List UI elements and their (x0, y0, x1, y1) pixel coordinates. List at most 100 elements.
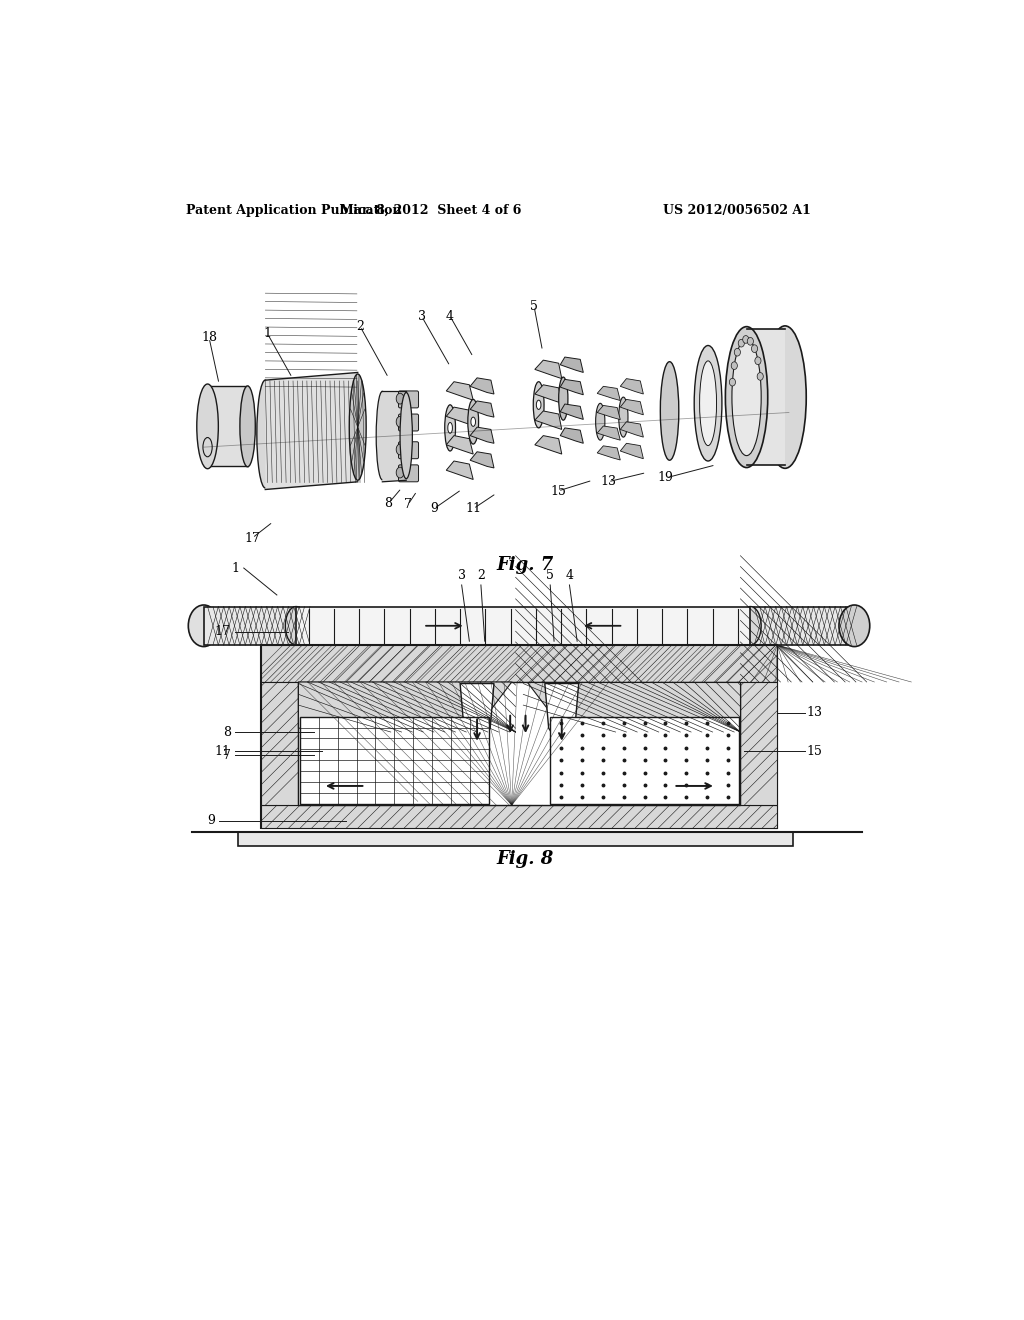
Bar (298, 682, 740, 805)
Text: 11: 11 (465, 502, 481, 515)
Text: 5: 5 (546, 569, 554, 582)
Polygon shape (446, 407, 473, 425)
Text: 7: 7 (403, 499, 412, 511)
Polygon shape (560, 358, 584, 372)
Bar (239, 832, 793, 846)
Ellipse shape (559, 378, 568, 420)
Text: 1: 1 (231, 561, 240, 574)
Ellipse shape (240, 385, 255, 467)
Bar (261, 645, 777, 829)
Text: Patent Application Publication: Patent Application Publication (186, 205, 401, 218)
Polygon shape (470, 378, 494, 395)
Polygon shape (621, 444, 643, 459)
Ellipse shape (188, 605, 219, 647)
Polygon shape (460, 684, 494, 747)
Polygon shape (545, 684, 579, 747)
Ellipse shape (537, 400, 541, 409)
Polygon shape (560, 404, 584, 420)
Ellipse shape (694, 346, 722, 461)
Text: 1: 1 (263, 327, 271, 341)
Polygon shape (597, 405, 621, 420)
Polygon shape (535, 436, 562, 454)
Bar (740, 682, 777, 805)
Text: 11: 11 (215, 744, 230, 758)
Text: 9: 9 (430, 502, 438, 515)
Ellipse shape (742, 335, 749, 343)
Bar (550, 717, 739, 804)
Polygon shape (597, 387, 621, 400)
Text: 15: 15 (550, 484, 566, 498)
Ellipse shape (755, 356, 761, 364)
Ellipse shape (447, 422, 453, 433)
Ellipse shape (757, 372, 763, 380)
Ellipse shape (748, 338, 754, 345)
Text: 5: 5 (530, 300, 538, 313)
Text: 9: 9 (208, 814, 215, 828)
Ellipse shape (732, 339, 761, 455)
Bar (261, 682, 298, 805)
Text: Fig. 7: Fig. 7 (497, 556, 553, 574)
Text: 13: 13 (807, 706, 822, 719)
Ellipse shape (396, 444, 403, 455)
Ellipse shape (444, 405, 456, 451)
Polygon shape (535, 411, 562, 429)
Polygon shape (621, 422, 643, 437)
Text: 17: 17 (245, 532, 260, 545)
Polygon shape (535, 360, 562, 379)
Ellipse shape (725, 326, 768, 467)
Text: 15: 15 (807, 744, 822, 758)
FancyBboxPatch shape (398, 442, 419, 459)
Ellipse shape (764, 326, 806, 469)
Text: 8: 8 (222, 726, 230, 739)
Ellipse shape (752, 345, 758, 352)
Text: 2: 2 (356, 319, 364, 333)
Ellipse shape (618, 397, 628, 437)
Polygon shape (746, 330, 785, 465)
Polygon shape (470, 401, 494, 417)
Ellipse shape (257, 380, 273, 488)
Ellipse shape (471, 417, 475, 426)
Text: Fig. 8: Fig. 8 (497, 850, 553, 869)
Ellipse shape (396, 467, 403, 478)
Bar (204, 607, 296, 645)
Polygon shape (382, 391, 407, 482)
Text: 4: 4 (446, 310, 454, 323)
Polygon shape (535, 385, 562, 404)
Text: Mar. 8, 2012  Sheet 4 of 6: Mar. 8, 2012 Sheet 4 of 6 (340, 205, 521, 218)
Ellipse shape (699, 360, 717, 446)
Text: 17: 17 (215, 626, 230, 639)
Ellipse shape (739, 607, 761, 645)
Text: US 2012/0056502 A1: US 2012/0056502 A1 (664, 205, 811, 218)
Ellipse shape (197, 384, 218, 469)
Text: 2: 2 (477, 569, 484, 582)
Ellipse shape (839, 605, 869, 647)
Polygon shape (470, 451, 494, 469)
Text: 8: 8 (384, 496, 392, 510)
Polygon shape (560, 379, 584, 395)
Ellipse shape (534, 381, 544, 428)
Text: 18: 18 (201, 331, 217, 345)
Ellipse shape (734, 348, 740, 356)
Polygon shape (470, 428, 494, 444)
Text: 13: 13 (600, 475, 616, 488)
Ellipse shape (396, 393, 403, 404)
Polygon shape (446, 381, 473, 400)
Text: 7: 7 (223, 748, 230, 762)
Ellipse shape (729, 379, 735, 385)
Text: 4: 4 (565, 569, 573, 582)
Text: 3: 3 (418, 310, 426, 323)
Polygon shape (621, 400, 643, 414)
Ellipse shape (400, 392, 413, 479)
Ellipse shape (596, 404, 605, 440)
Ellipse shape (660, 362, 679, 461)
Polygon shape (265, 372, 357, 490)
FancyBboxPatch shape (398, 391, 419, 408)
Ellipse shape (738, 339, 744, 347)
Polygon shape (597, 426, 621, 440)
Bar (751, 607, 854, 645)
Text: 3: 3 (458, 569, 466, 582)
Bar (261, 645, 777, 682)
Polygon shape (446, 461, 473, 479)
Ellipse shape (731, 362, 737, 370)
Ellipse shape (376, 391, 388, 480)
